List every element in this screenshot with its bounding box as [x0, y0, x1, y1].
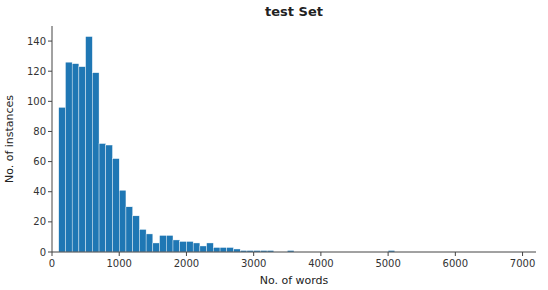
bar [207, 243, 214, 252]
y-tick [48, 191, 52, 192]
y-tick-label: 20 [33, 216, 46, 227]
bar [146, 234, 153, 252]
x-tick [119, 252, 120, 256]
y-tick [48, 221, 52, 222]
bar [72, 64, 79, 252]
bar [59, 107, 66, 252]
x-axis [52, 252, 536, 253]
x-tick [186, 252, 187, 256]
y-tick [48, 131, 52, 132]
x-tick [522, 252, 523, 256]
bar [166, 235, 173, 252]
y-tick-label: 0 [40, 247, 46, 258]
x-tick-label: 6000 [443, 258, 468, 269]
bars [59, 37, 395, 252]
y-tick-label: 100 [27, 96, 46, 107]
x-tick-label: 2000 [174, 258, 199, 269]
y-tick-label: 40 [33, 186, 46, 197]
y-axis-label: No. of instances [3, 95, 16, 183]
bar [133, 216, 140, 252]
bar [153, 243, 160, 252]
x-tick-label: 3000 [241, 258, 266, 269]
bar [79, 67, 86, 252]
y-tick-label: 60 [33, 156, 46, 167]
y-tick-label: 140 [27, 36, 46, 47]
bar [65, 62, 72, 252]
bar [193, 243, 200, 252]
bar [160, 235, 167, 252]
bar [186, 241, 193, 252]
bar [173, 240, 180, 252]
chart: 0 1000 2000 3000 4000 5000 6000 7000 0 20 40 60 80 10… [0, 0, 548, 290]
bar [106, 145, 113, 252]
y-tick [48, 41, 52, 42]
x-tick [320, 252, 321, 256]
x-tick [455, 252, 456, 256]
x-tick-label: 4000 [308, 258, 333, 269]
x-tick-label: 0 [49, 258, 55, 269]
bar [220, 247, 227, 252]
x-tick-label: 7000 [510, 258, 535, 269]
bar [139, 229, 146, 252]
x-tick-label: 5000 [375, 258, 400, 269]
y-tick [48, 252, 52, 253]
y-tick-label: 120 [27, 66, 46, 77]
x-tick [253, 252, 254, 256]
x-axis-label: No. of words [260, 274, 329, 287]
bar [119, 190, 126, 252]
title: test Set [265, 4, 323, 19]
bar [86, 37, 93, 252]
y-tick [48, 71, 52, 72]
x-tick-label: 1000 [106, 258, 131, 269]
y-tick-label: 80 [33, 126, 46, 137]
bar [126, 207, 133, 252]
bar [99, 144, 106, 252]
bar [213, 247, 220, 252]
x-tick [388, 252, 389, 256]
x-tick [52, 252, 53, 256]
y-tick [48, 161, 52, 162]
bar [92, 73, 99, 252]
bar [180, 241, 187, 252]
y-tick [48, 101, 52, 102]
bar [200, 246, 207, 252]
bar [227, 247, 234, 252]
y-axis [52, 26, 53, 252]
bar [113, 159, 120, 252]
